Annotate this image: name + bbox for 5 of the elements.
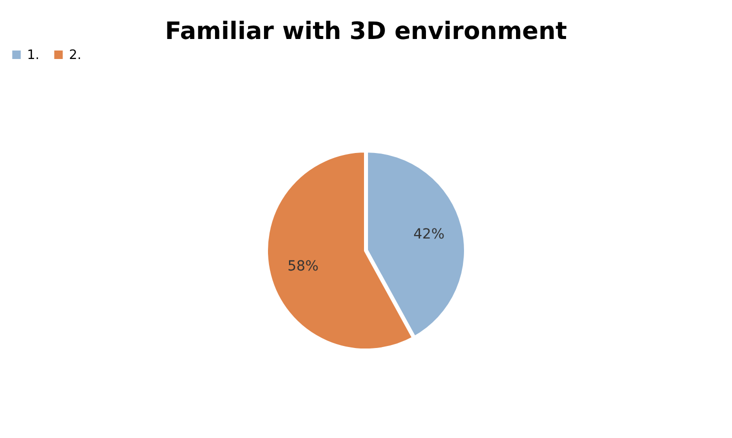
data-label: 58%: [287, 258, 319, 275]
chart-title: Familiar with 3D environment: [164, 17, 568, 45]
data-label: 42%: [413, 226, 445, 242]
legend-label: 1.: [27, 48, 40, 63]
legend-label: 2.: [69, 48, 82, 63]
